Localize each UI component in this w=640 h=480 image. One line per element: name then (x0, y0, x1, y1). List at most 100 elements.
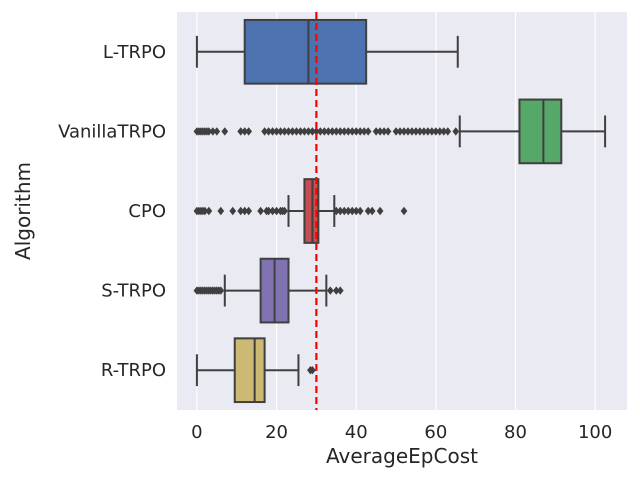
outlier-point (400, 206, 408, 216)
y-tick-labels: L-TRPO VanillaTRPO CPO S-TRPO R-TRPO (58, 42, 166, 381)
outlier-point (273, 206, 280, 216)
outlier-point (400, 127, 408, 136)
outlier-point (305, 127, 312, 136)
outlier-point (384, 127, 392, 136)
outlier-point (245, 127, 253, 136)
outlier-point (336, 206, 344, 216)
box-plots (193, 18, 607, 404)
outlier-point (408, 127, 416, 136)
outlier-point (241, 127, 249, 136)
box-group (193, 178, 408, 244)
outlier-point (420, 127, 428, 136)
box-group (195, 337, 316, 404)
outlier-point (237, 206, 245, 216)
outlier-point (372, 127, 380, 136)
outlier-point (205, 127, 213, 136)
y-tick-label: VanillaTRPO (58, 121, 166, 142)
y-tick-label: L-TRPO (103, 42, 166, 63)
outlier-point (332, 206, 340, 216)
outlier-point (352, 127, 360, 136)
outlier-point (289, 127, 296, 136)
outlier-point (285, 127, 292, 136)
outlier-point (432, 127, 440, 136)
y-axis-label: Algorithm (11, 162, 35, 260)
box (518, 98, 563, 165)
outlier-point (340, 127, 348, 136)
y-tick-label: R-TRPO (101, 360, 166, 381)
outlier-point (261, 127, 268, 136)
outlier-point (380, 127, 388, 136)
outlier-point (352, 206, 360, 216)
outlier-point (368, 206, 376, 216)
box-group (193, 257, 344, 324)
x-tick-label: 20 (265, 422, 288, 443)
outlier-point (356, 127, 364, 136)
outlier-point (293, 127, 300, 136)
outlier-point (245, 206, 253, 216)
outlier-point (297, 127, 304, 136)
outlier-point (364, 206, 372, 216)
outlier-point (416, 127, 424, 136)
outlier-point (396, 127, 404, 136)
outlier-point (201, 206, 209, 216)
box-group (193, 98, 607, 165)
x-tick-label: 0 (191, 422, 202, 443)
outlier-point (205, 206, 213, 216)
y-tick-label: S-TRPO (101, 281, 166, 302)
outlier-point (273, 127, 280, 136)
outlier-point (324, 127, 332, 136)
outlier-point (348, 127, 356, 136)
outlier-point (217, 206, 225, 216)
x-tick-label: 100 (578, 422, 612, 443)
outlier-point (281, 206, 288, 216)
outlier-point (404, 127, 412, 136)
outlier-point (348, 206, 356, 216)
outlier-point (257, 206, 264, 216)
x-tick-label: 40 (345, 422, 368, 443)
outlier-point (440, 127, 448, 136)
outlier-point (326, 286, 334, 295)
outlier-point (332, 286, 340, 295)
outlier-point (332, 127, 340, 136)
outlier-point (209, 127, 217, 136)
outlier-point (265, 206, 272, 216)
outlier-point (364, 127, 372, 136)
box (243, 18, 368, 85)
outlier-point (336, 127, 344, 136)
outlier-point (412, 127, 420, 136)
outlier-point (265, 127, 272, 136)
outlier-point (277, 127, 284, 136)
outlier-point (428, 127, 436, 136)
outlier-point (336, 286, 344, 295)
outlier-point (360, 127, 368, 136)
box (233, 337, 266, 404)
y-tick-label: CPO (128, 201, 166, 222)
outlier-point (452, 127, 460, 136)
box-group (195, 18, 459, 85)
x-tick-label: 80 (504, 422, 527, 443)
outlier-point (356, 206, 364, 216)
outlier-point (309, 127, 316, 136)
outlier-point (344, 206, 352, 216)
outlier-point (313, 127, 320, 136)
outlier-point (376, 206, 384, 216)
outlier-point (229, 206, 237, 216)
outlier-point (281, 127, 288, 136)
outlier-point (269, 206, 276, 216)
outlier-point (436, 127, 444, 136)
outlier-point (340, 206, 348, 216)
outlier-point (376, 127, 384, 136)
outlier-point (241, 206, 249, 216)
outlier-point (344, 127, 352, 136)
outlier-point (328, 127, 336, 136)
outlier-point (444, 127, 452, 136)
x-tick-labels: 0 20 40 60 80 100 (191, 422, 612, 443)
outlier-point (424, 127, 432, 136)
outlier-point (392, 127, 400, 136)
outlier-point (320, 127, 328, 136)
outlier-point (221, 127, 229, 136)
outlier-point (301, 127, 308, 136)
outlier-point (269, 127, 276, 136)
outlier-point (213, 127, 221, 136)
